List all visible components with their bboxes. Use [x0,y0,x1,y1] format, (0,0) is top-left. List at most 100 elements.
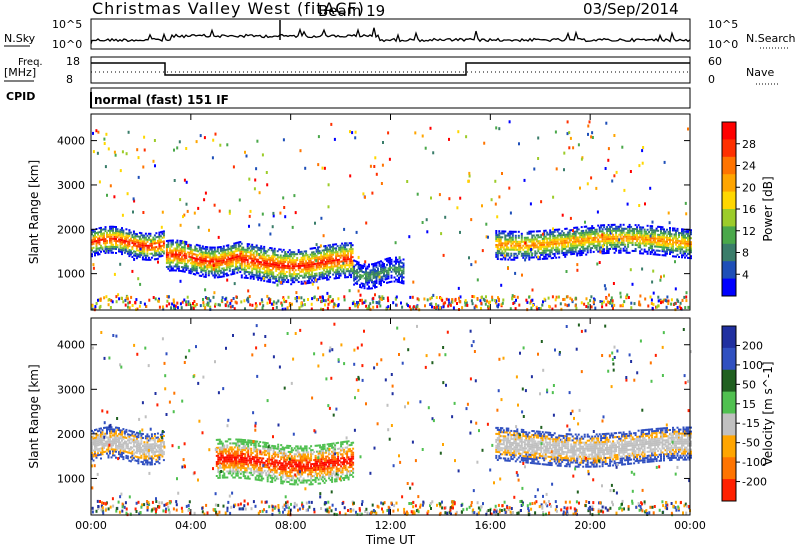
echo-cell [540,234,543,237]
scatter-cell [337,304,340,308]
echo-cell [116,230,119,233]
echo-cell [165,254,168,256]
echo-cell [649,239,652,242]
echo-cell [586,251,589,254]
echo-cell [143,240,146,243]
echo-cell [269,273,272,275]
echo-cell [562,248,565,250]
scatter-cell [497,303,500,307]
echo-cell [294,269,297,272]
echo-cell [225,262,228,265]
echo-cell [195,249,198,252]
echo-cell [152,246,155,249]
scatter-cell [137,277,140,281]
scatter-cell [508,186,511,190]
echo-cell [504,240,507,243]
echo-cell [121,253,123,256]
echo-cell [348,260,351,263]
echo-cell [179,247,182,250]
scatter-cell [685,295,688,299]
echo-cell [153,447,156,449]
nave-tick-high: 60 [708,55,722,68]
echo-cell [213,248,216,251]
echo-cell [126,240,129,243]
echo-cell [681,234,683,237]
echo-cell [212,250,215,253]
echo-cell [119,433,122,436]
echo-cell [684,242,686,245]
echo-cell [231,265,234,267]
echo-cell [149,437,152,440]
echo-cell [125,232,128,235]
scatter-cell [113,150,116,154]
echo-cell [332,243,335,246]
scatter-cell [468,171,471,175]
echo-cell [97,253,99,256]
echo-cell [332,251,335,254]
echo-cell [589,249,592,252]
echo-cell [179,241,182,244]
echo-cell [534,238,537,241]
echo-cell [260,245,263,248]
scatter-cell [494,179,497,183]
echo-cell [386,277,388,280]
echo-cell [342,244,345,247]
echo-cell [627,239,630,242]
echo-cell [525,244,528,247]
echo-cell [383,275,385,277]
scatter-cell [411,295,414,299]
echo-cell [222,269,225,272]
echo-cell [374,268,376,271]
echo-cell [350,256,353,259]
echo-cell [338,276,341,279]
scatter-cell [247,300,250,304]
scatter-cell [105,295,108,299]
echo-cell [134,445,137,448]
echo-cell [648,234,651,237]
echo-cell [264,262,267,265]
echo-cell [359,284,362,286]
echo-cell [243,262,246,265]
echo-cell [601,230,604,233]
echo-cell [669,241,671,243]
echo-cell [520,238,523,241]
echo-cell [100,453,102,456]
echo-cell [639,240,642,243]
echo-cell [502,252,505,255]
scatter-cell [629,268,632,272]
echo-cell [97,233,99,236]
echo-cell [517,234,520,237]
scatter-cell [376,305,379,309]
echo-cell [267,264,270,267]
echo-cell [553,252,556,255]
echo-cell [112,448,114,451]
scatter-cell [602,300,605,304]
echo-cell [95,440,98,443]
echo-cell [591,241,594,244]
scatter-cell [552,227,554,231]
echo-cell [532,244,535,247]
echo-cell [666,234,668,237]
echo-cell [618,249,621,252]
echo-cell [135,253,138,256]
echo-cell [684,230,686,233]
echo-cell [267,254,270,257]
echo-cell [312,251,315,254]
scatter-cell [276,283,279,287]
echo-cell [272,271,275,274]
echo-cell [230,255,233,258]
scatter-cell [526,300,529,304]
echo-cell [155,444,158,447]
echo-cell [666,252,668,255]
echo-cell [341,254,344,257]
scatter-cell [537,255,540,259]
echo-cell [153,445,156,447]
echo-cell [213,276,216,279]
echo-cell [582,239,585,242]
echo-cell [317,248,320,251]
echo-cell [507,232,510,235]
echo-cell [682,228,685,231]
scatter-cell [451,298,454,302]
echo-cell [631,231,634,234]
echo-cell [374,274,376,277]
